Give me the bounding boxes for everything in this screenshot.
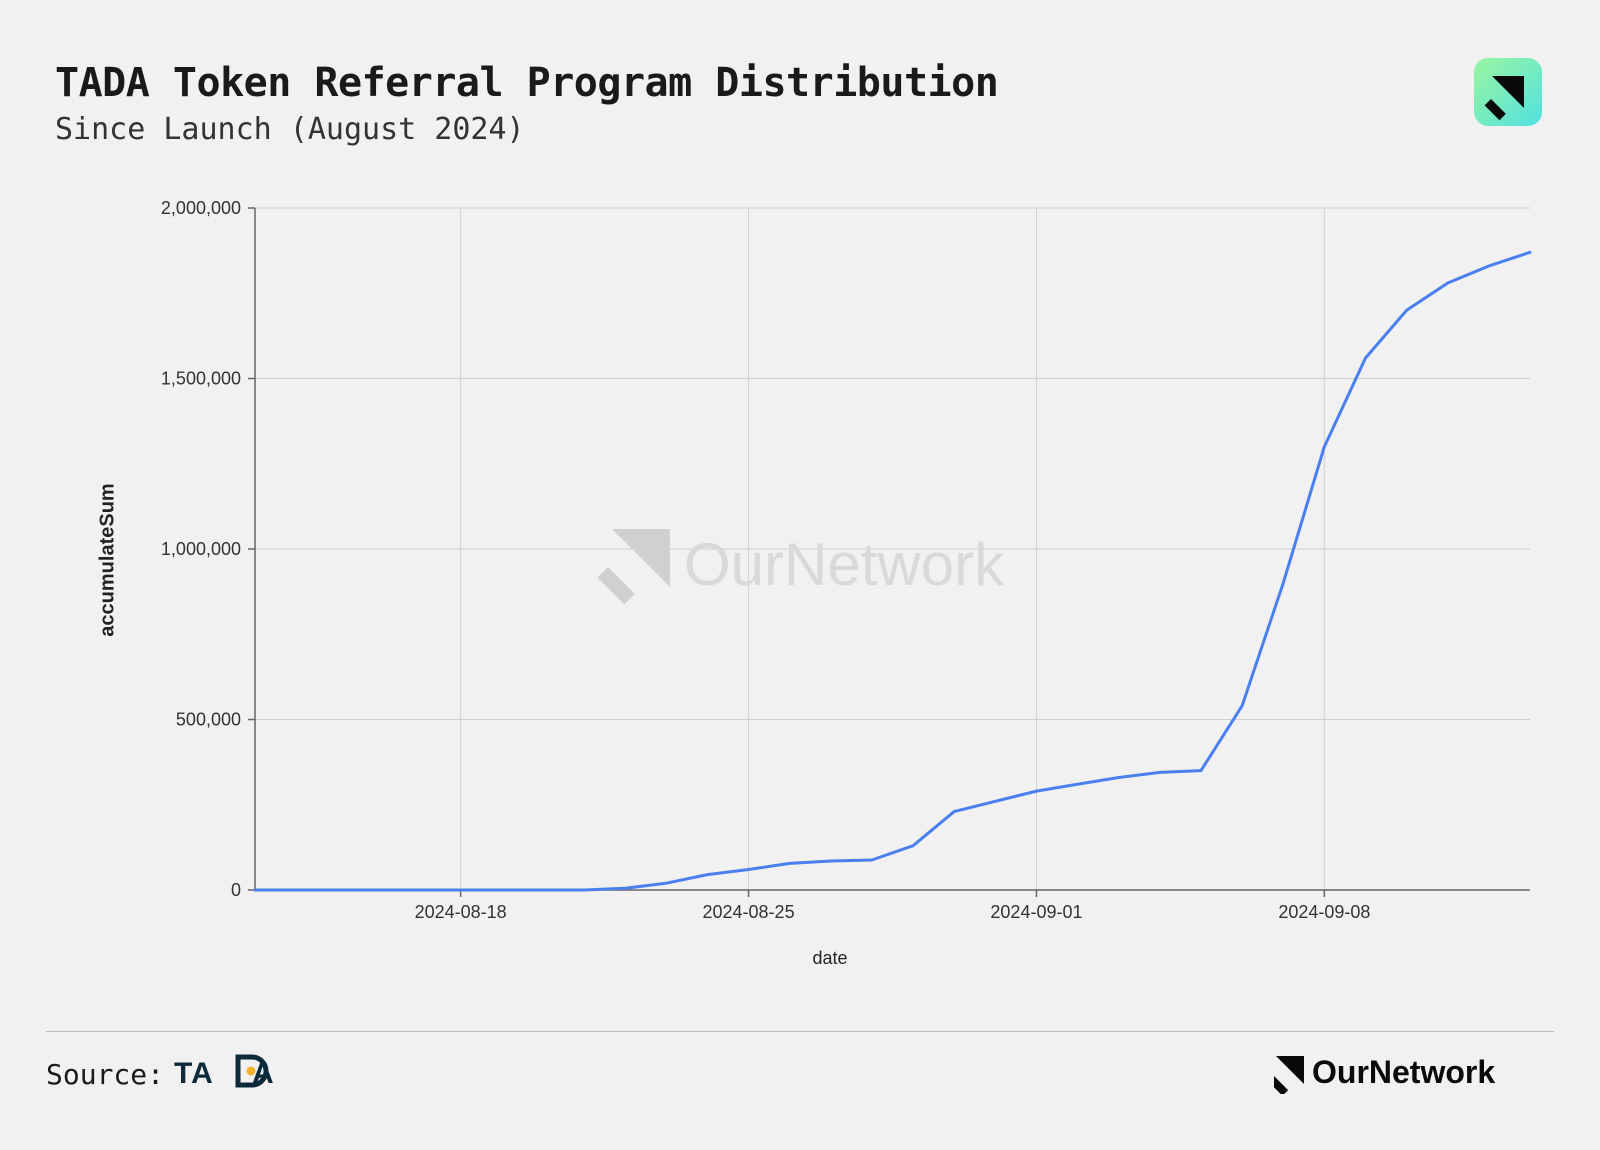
x-tick-label: 2024-08-25 [703, 902, 795, 922]
tada-logo-icon: TA A [174, 1053, 324, 1095]
y-axis-label: accumulateSum [97, 483, 120, 636]
watermark-text: OurNetwork [684, 531, 1005, 598]
chart-subtitle: Since Launch (August 2024) [55, 112, 1545, 147]
y-tick-label: 0 [231, 880, 241, 900]
chart-area: OurNetwork 0 500,000 1,000,000 1,500,000 2,00… [100, 190, 1540, 970]
x-tick-label: 2024-08-18 [415, 902, 507, 922]
y-tick-label: 1,500,000 [161, 369, 241, 389]
chart-title: TADA Token Referral Program Distribution [55, 60, 1545, 106]
ournetwork-text: OurNetwork [1312, 1054, 1495, 1090]
brand-badge [1474, 58, 1542, 126]
x-tick-label: 2024-09-08 [1278, 902, 1370, 922]
source: Source: TA A [46, 1053, 324, 1095]
y-tick-label: 1,000,000 [161, 539, 241, 559]
x-tick-label: 2024-09-01 [990, 902, 1082, 922]
svg-text:TA: TA [174, 1057, 214, 1090]
source-label: Source: [46, 1058, 164, 1091]
x-axis-label: date [812, 948, 847, 969]
ournetwork-logo: OurNetwork [1274, 1050, 1554, 1098]
footer: Source: TA A OurNetwork [46, 1031, 1554, 1098]
y-tick-label: 2,000,000 [161, 198, 241, 218]
y-tick-label: 500,000 [176, 710, 241, 730]
ournetwork-arrow-icon [1274, 1056, 1304, 1094]
